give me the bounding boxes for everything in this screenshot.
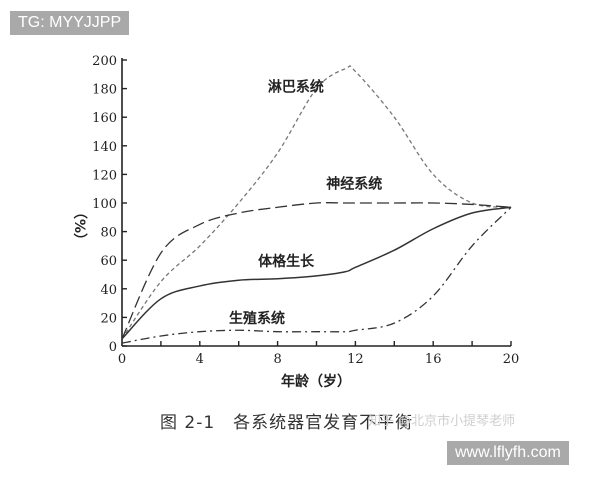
curves bbox=[121, 65, 512, 344]
curve-label: 体格生长 bbox=[258, 253, 315, 270]
curve-long-dash bbox=[121, 202, 512, 340]
watermark-badge-bottom: www.lflyfh.com bbox=[447, 441, 569, 465]
y-tick-label: 180 bbox=[92, 83, 117, 98]
x-tick-label: 12 bbox=[347, 352, 364, 367]
axes bbox=[121, 58, 511, 347]
y-tick-label: 40 bbox=[100, 283, 117, 298]
y-tick-label: 80 bbox=[100, 226, 117, 241]
y-tick-label: 100 bbox=[92, 197, 117, 212]
y-tick-label: 0 bbox=[109, 340, 117, 355]
x-ticks: 0 4 8 12 16 20 bbox=[118, 341, 519, 367]
figure-caption: 图 2-1 各系统器官发育不平衡 bbox=[160, 413, 414, 433]
x-tick-label: 8 bbox=[273, 352, 281, 367]
faint-watermark: 知乎 @北京市小提琴老师 bbox=[368, 414, 516, 429]
x-axis-label: 年龄（岁） bbox=[281, 373, 351, 390]
curve-label: 淋巴系统 bbox=[268, 78, 324, 95]
y-tick-label: 120 bbox=[92, 168, 117, 183]
curve-solid bbox=[121, 206, 512, 340]
y-tick-label: 140 bbox=[92, 140, 117, 155]
curve-label: 生殖系统 bbox=[229, 310, 285, 327]
y-tick-label: 20 bbox=[100, 311, 117, 326]
curve-label: 神经系统 bbox=[326, 176, 382, 193]
y-tick-label: 160 bbox=[92, 111, 117, 126]
y-tick-label: 200 bbox=[92, 54, 117, 69]
x-tick-label: 4 bbox=[196, 352, 204, 367]
watermark-badge-top: TG: MYYJJPP bbox=[10, 11, 130, 35]
curve-dash-dot bbox=[121, 206, 512, 344]
x-tick-label: 0 bbox=[118, 352, 126, 367]
x-tick-label: 16 bbox=[425, 352, 442, 367]
y-axis-label: （%） bbox=[71, 205, 87, 247]
curve-short-dash bbox=[121, 65, 512, 340]
x-tick-label: 20 bbox=[503, 352, 520, 367]
y-tick-label: 60 bbox=[100, 254, 117, 269]
y-ticks: 0 20 40 60 80 100 120 140 160 180 200 bbox=[92, 54, 127, 355]
